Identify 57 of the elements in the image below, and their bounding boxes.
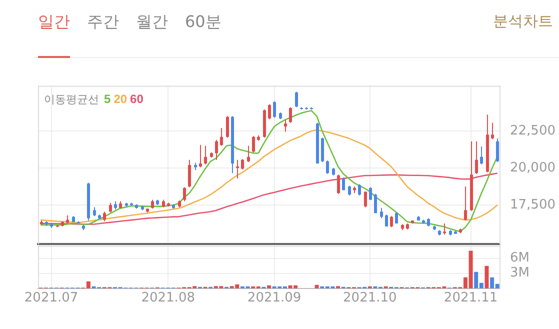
candlestick bbox=[289, 106, 292, 124]
candlestick bbox=[204, 145, 207, 165]
candlestick bbox=[215, 139, 218, 160]
candlestick bbox=[284, 119, 287, 132]
candlestick bbox=[374, 193, 377, 214]
candlestick bbox=[268, 104, 271, 120]
candlestick bbox=[199, 144, 202, 168]
y-tick-label: 6M bbox=[510, 250, 530, 266]
candlestick bbox=[380, 207, 383, 219]
candlestick bbox=[364, 191, 367, 208]
text: 60 bbox=[130, 92, 144, 106]
y-tick-label: 20,000 bbox=[510, 160, 556, 176]
candlestick bbox=[183, 186, 186, 202]
text: 월간 bbox=[136, 12, 168, 33]
candlestick bbox=[247, 145, 250, 163]
candlestick bbox=[109, 202, 112, 213]
y-tick-label: 22,500 bbox=[510, 123, 556, 138]
legend-title: 이동평균선 bbox=[44, 94, 99, 106]
x-tick-label: 2021.10 bbox=[343, 290, 397, 306]
candlestick bbox=[220, 127, 223, 146]
candlestick bbox=[480, 146, 483, 165]
candlestick bbox=[475, 140, 478, 174]
text: 주간 bbox=[87, 12, 119, 33]
candlestick bbox=[342, 177, 345, 191]
bar bbox=[484, 266, 489, 288]
candlestick bbox=[188, 159, 191, 188]
candlestick bbox=[226, 116, 229, 138]
text: 20 bbox=[114, 92, 128, 106]
text: 일간 bbox=[38, 12, 70, 33]
candlestick bbox=[491, 122, 494, 140]
text: 분석차트 bbox=[493, 12, 553, 31]
candlestick bbox=[252, 136, 255, 153]
candlestick bbox=[369, 186, 372, 200]
candlestick bbox=[236, 159, 239, 179]
text: 5 bbox=[104, 92, 111, 106]
x-tick-label: 2021.11 bbox=[444, 290, 498, 306]
candlestick bbox=[241, 158, 244, 170]
candlestick bbox=[390, 216, 393, 228]
candlestick bbox=[443, 222, 446, 236]
x-tick-label: 2021.07 bbox=[24, 290, 78, 306]
y-tick-label: 3M bbox=[510, 266, 530, 281]
candlestick bbox=[337, 174, 340, 194]
y-tick-label: 17,500 bbox=[510, 197, 556, 212]
candlestick bbox=[385, 214, 388, 227]
candlestick bbox=[326, 160, 329, 174]
candlestick bbox=[496, 138, 499, 163]
x-tick-label: 2021.09 bbox=[247, 290, 302, 306]
candlestick bbox=[464, 186, 467, 222]
candlestick bbox=[358, 184, 361, 196]
candlestick bbox=[273, 100, 276, 118]
text: 60분 bbox=[185, 12, 222, 33]
candlestick bbox=[321, 137, 324, 163]
candlestick bbox=[295, 91, 298, 108]
x-tick-label: 2021.08 bbox=[141, 290, 195, 306]
candlestick bbox=[348, 185, 351, 196]
candlestick bbox=[395, 212, 398, 224]
candlestick bbox=[103, 211, 106, 222]
